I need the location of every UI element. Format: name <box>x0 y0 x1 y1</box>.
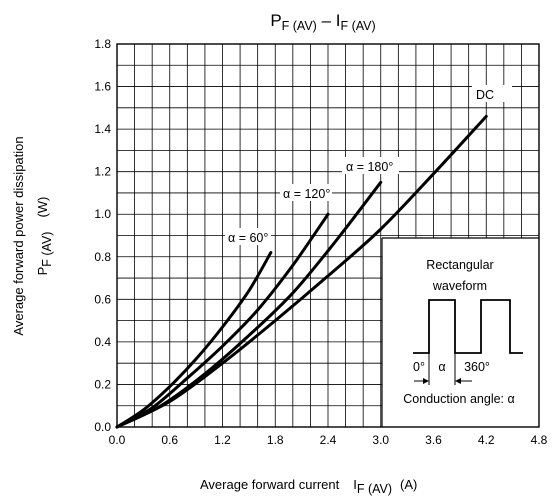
series-line-0 <box>115 251 273 429</box>
y-tick-label: 0.4 <box>94 335 111 349</box>
curve-labels: α = 60° α = 120° α = 180° DC <box>225 85 512 245</box>
series-line-2 <box>115 180 383 429</box>
inset-title-line1: Rectangular <box>426 258 493 272</box>
series-line-1 <box>115 212 330 429</box>
series-label-120: α = 120° <box>283 187 330 201</box>
x-tick-label: 3.0 <box>372 433 389 447</box>
inset-label-360deg: 360° <box>464 360 490 374</box>
y-tick-label: 0.2 <box>94 377 111 391</box>
x-tick-label: 0.0 <box>109 433 126 447</box>
y-tick-label: 0.0 <box>94 420 111 434</box>
curves <box>115 114 488 429</box>
x-tick-label: 0.6 <box>161 433 178 447</box>
series-label-60: α = 60° <box>228 231 268 245</box>
inset-box <box>382 238 539 427</box>
series-label-dc: DC <box>476 88 494 102</box>
svg-text:PF (AV)(W): PF (AV)(W) <box>35 197 54 276</box>
chart-title: PF (AV) – IF (AV) <box>270 11 375 33</box>
inset-title-line2: waveform <box>432 279 487 293</box>
y-tick-label: 0.6 <box>94 292 111 306</box>
y-tick-label: 1.4 <box>94 122 111 136</box>
series-line-3 <box>115 114 488 429</box>
x-tick-label: 4.2 <box>478 433 495 447</box>
y-tick-label: 1.8 <box>94 37 111 51</box>
y-axis-label: Average forward power dissipation PF (AV… <box>11 136 54 335</box>
y-tick-label: 1.2 <box>94 165 111 179</box>
svg-text:Average forward power dissipat: Average forward power dissipation <box>11 136 26 335</box>
rectangular-waveform <box>413 299 523 354</box>
x-tick-label: 3.6 <box>425 433 442 447</box>
plot-border <box>116 43 540 428</box>
series-label-180: α = 180° <box>346 160 393 174</box>
x-axis-label: Average forward current IF (AV) (A) <box>200 477 417 496</box>
y-tick-label: 1.6 <box>94 80 111 94</box>
y-tick-labels: 0.0 0.2 0.4 0.6 0.8 1.0 1.2 1.4 1.6 1.8 <box>94 37 111 434</box>
waveform-inset: Rectangular waveform 0° α 360° Conductio… <box>381 237 539 427</box>
y-tick-label: 0.8 <box>94 250 111 264</box>
inset-label-alpha: α <box>438 360 445 374</box>
x-tick-labels: 0.0 0.6 1.2 1.8 2.4 3.0 3.6 4.2 4.8 <box>109 433 548 447</box>
inset-label-0deg: 0° <box>413 360 425 374</box>
x-tick-label: 4.8 <box>531 433 548 447</box>
y-tick-label: 1.0 <box>94 207 111 221</box>
x-tick-label: 2.4 <box>320 433 337 447</box>
inset-caption: Conduction angle: α <box>403 392 514 406</box>
x-tick-label: 1.8 <box>267 433 284 447</box>
x-tick-label: 1.2 <box>214 433 231 447</box>
